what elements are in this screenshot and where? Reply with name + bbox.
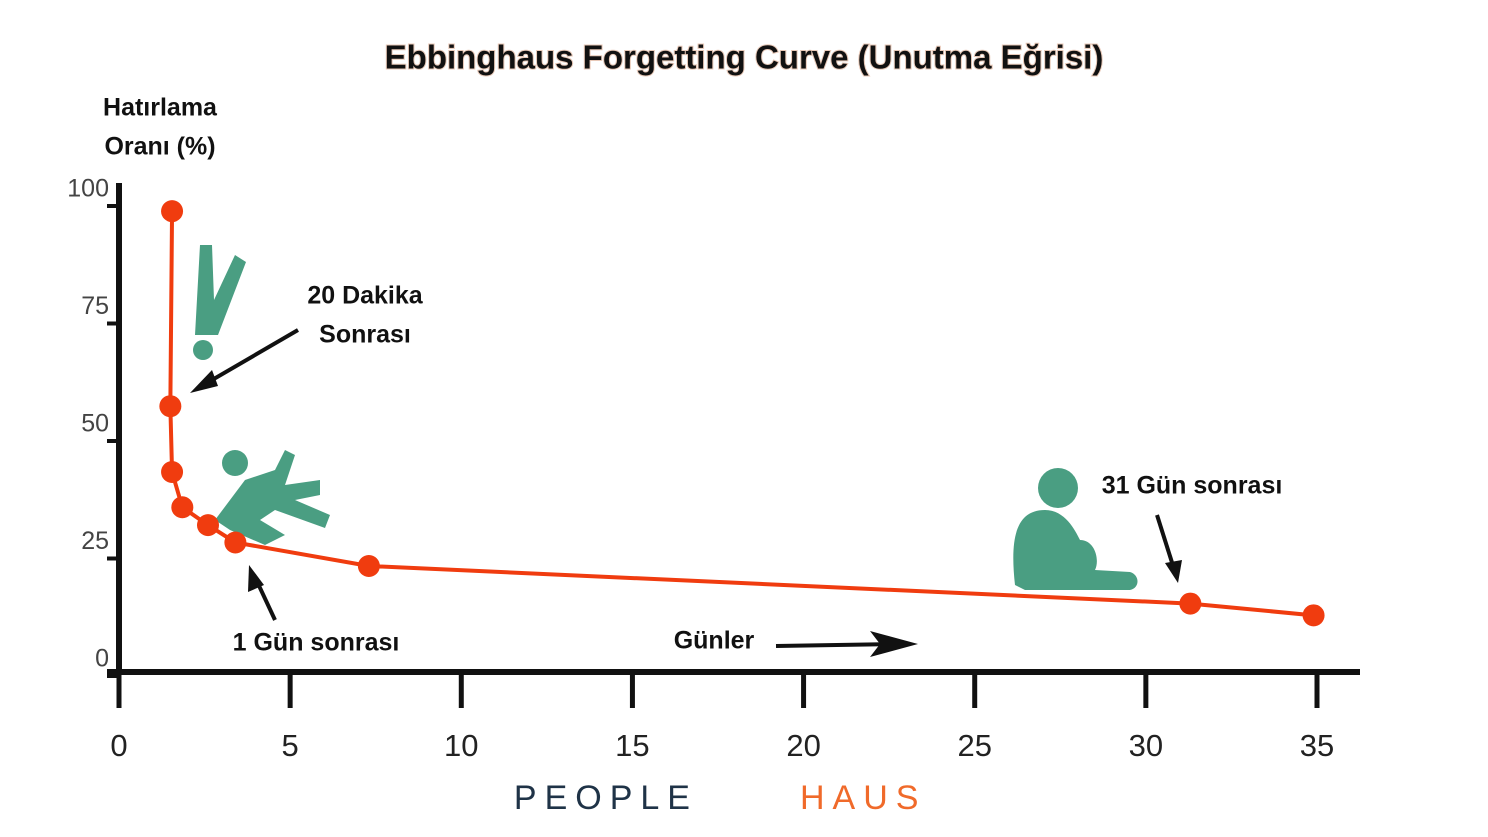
point	[1179, 592, 1202, 615]
y-axis-label: Oranı (%)	[104, 133, 215, 161]
y-tick-label: 75	[81, 292, 109, 320]
point	[161, 461, 184, 483]
x-tick-label: 10	[444, 728, 478, 763]
brand: HAUS	[800, 779, 926, 817]
line	[168, 211, 1314, 618]
point	[196, 514, 219, 537]
annotation: 31 Gün sonrası	[1102, 472, 1283, 500]
figures	[193, 245, 1138, 590]
x-tick-label: 30	[1129, 728, 1163, 763]
y-tick-label: 25	[81, 527, 109, 555]
y-tick-label: 100	[67, 175, 109, 203]
point	[357, 555, 380, 577]
point	[161, 200, 184, 223]
x-axis-label: Günler	[674, 627, 755, 655]
point	[1302, 604, 1325, 627]
brand: PEOPLE	[514, 779, 698, 817]
x-tick-label: 15	[615, 728, 649, 763]
annotation: 1 Gün sonrası	[233, 629, 400, 657]
x-tick-label: 20	[786, 728, 820, 763]
x-tick-label: 0	[110, 728, 127, 763]
y-tick-label: 50	[81, 410, 109, 438]
point	[159, 395, 182, 418]
arrows	[190, 328, 1182, 657]
x-tick-label: 25	[957, 728, 991, 763]
annotation: 20 Dakika	[307, 282, 423, 310]
x-tick-label: 5	[282, 728, 299, 763]
y-tick-label: 0	[95, 645, 109, 673]
annotation: Sonrası	[319, 321, 411, 349]
x-tick-label: 35	[1300, 728, 1334, 763]
point	[224, 531, 247, 554]
y-axis-label: Hatırlama	[103, 94, 218, 122]
point	[171, 496, 194, 519]
chart-title: Ebbinghaus Forgetting Curve (Unutma Eğri…	[385, 39, 1104, 76]
